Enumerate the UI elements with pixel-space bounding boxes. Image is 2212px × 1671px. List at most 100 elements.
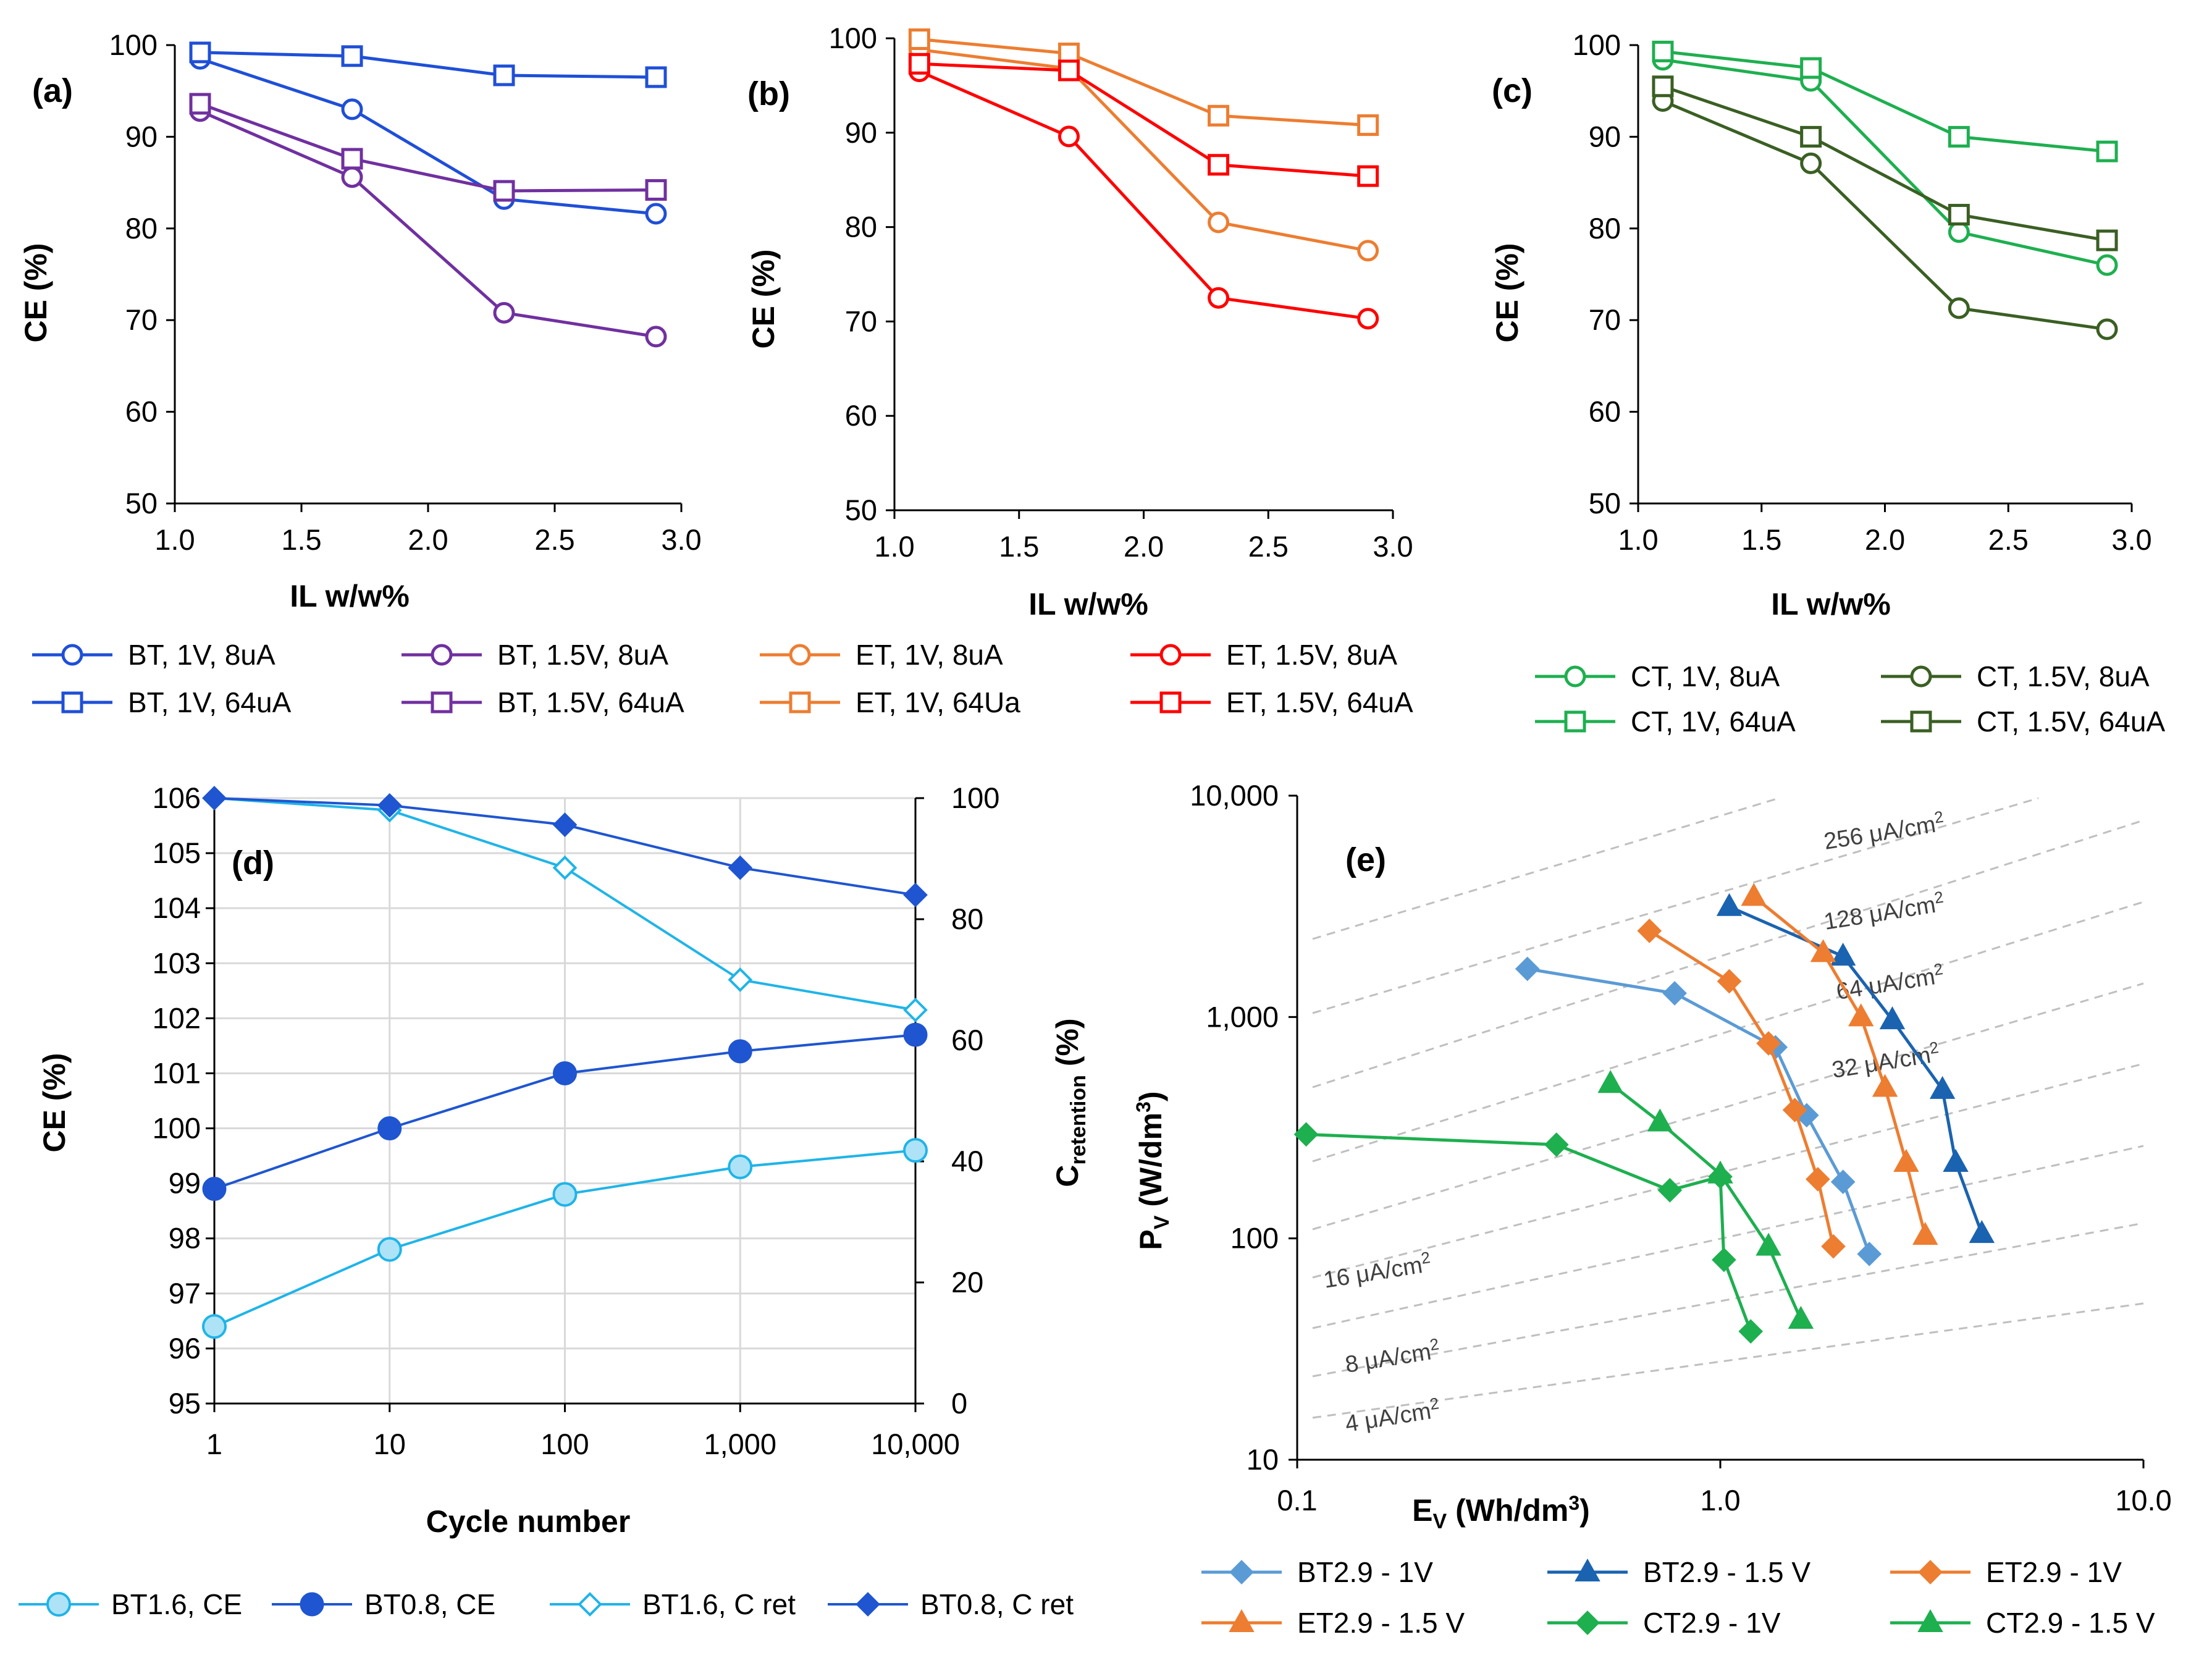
data-point <box>1741 883 1767 906</box>
x-tick-label: 2.5 <box>534 523 574 556</box>
y-tick-label: 100 <box>153 1112 201 1145</box>
y-tick-label: 70 <box>1589 303 1621 336</box>
data-point <box>645 203 667 225</box>
legend-marker <box>1910 710 1932 733</box>
series-et2-9-1-5-v <box>1741 883 1938 1245</box>
y-tick-label: 100 <box>951 781 999 814</box>
data-point <box>1893 1148 1919 1172</box>
data-point <box>1948 204 1970 226</box>
data-point <box>1208 154 1230 176</box>
data-point <box>1515 956 1540 982</box>
series-line <box>1306 1132 1752 1332</box>
legend-label: ET, 1.5V, 64uA <box>1226 686 1413 718</box>
x-tick-label: 2.0 <box>408 523 448 556</box>
data-point <box>908 53 930 75</box>
y-tick-label: 98 <box>169 1222 201 1255</box>
data-point <box>728 1154 753 1179</box>
panel-c-y-label: CE (%) <box>1490 243 1524 342</box>
y-tick-label: 100 <box>109 28 158 61</box>
series-line <box>919 70 1368 321</box>
panel-d-x-ticks: 1 10 100 1,000 10,000 <box>206 1404 960 1460</box>
y-tick-label: 96 <box>169 1332 201 1365</box>
series-bt0-8-c-ret <box>202 786 928 907</box>
data-point <box>189 41 211 64</box>
data-point <box>552 812 578 837</box>
x-tick-label: 1.0 <box>1700 1484 1740 1517</box>
legend-marker <box>1918 1560 1943 1585</box>
y-tick-label: 80 <box>125 212 158 245</box>
y-tick-label: 100 <box>1230 1222 1279 1255</box>
series-line <box>919 48 1369 253</box>
series-line <box>1662 85 2108 242</box>
x-tick-label: 1.5 <box>999 530 1039 563</box>
x-tick-label: 0.1 <box>1277 1484 1317 1517</box>
y-tick-label: 90 <box>845 116 877 149</box>
data-point <box>202 1314 227 1339</box>
data-point <box>1357 114 1379 137</box>
series-line <box>1662 49 2108 153</box>
legend-label: ET2.9 - 1.5 V <box>1297 1607 1465 1639</box>
panel-e-y-label: PV (W/dm3) <box>1132 1091 1174 1250</box>
panel-b-y-label: CE (%) <box>746 249 781 348</box>
legend-item-ct-1v-8ua: CT, 1V, 8uA <box>1535 660 1780 692</box>
panel-d-label: (d) <box>232 844 274 882</box>
series-line <box>1527 967 1871 1255</box>
legend-label: ET2.9 - 1V <box>1986 1556 2122 1588</box>
data-point <box>1208 104 1230 127</box>
legend-marker <box>431 644 453 666</box>
data-point <box>493 64 515 86</box>
y-tick-label: 20 <box>951 1266 983 1298</box>
legend-item-ct-1-5v-64ua: CT, 1.5V, 64uA <box>1881 705 2165 738</box>
panel-d-left-y-label: CE (%) <box>37 1053 72 1152</box>
data-point <box>341 45 363 67</box>
panel-b-x-ticks: 1.0 1.5 2.0 2.5 3.0 <box>874 510 1413 563</box>
panel-d-right-y-label: Cretention (%) <box>1050 1018 1090 1187</box>
current-density-line <box>1312 797 1780 940</box>
data-point <box>1788 1305 1814 1329</box>
data-point <box>493 301 515 324</box>
y-tick-label: 103 <box>153 946 201 979</box>
legend-item-bt0-8-ce: BT0.8, CE <box>272 1588 495 1620</box>
legend-item-et-1v-64ua: ET, 1V, 64Ua <box>760 686 1020 718</box>
panel-e-y-label-tail: (W/dm <box>1133 1113 1168 1216</box>
panel-b-y-ticks: 50 60 70 80 90 100 <box>829 22 894 526</box>
data-point <box>1800 152 1822 174</box>
series-line <box>200 109 657 339</box>
panel-e-x-label-tail: (Wh/dm <box>1447 1493 1568 1528</box>
data-point <box>1652 75 1674 98</box>
panel-a: 1.0 1.5 2.0 2.5 3.0 50 60 70 80 90 100 (a) CE (%)… <box>19 28 702 718</box>
x-tick-label: 3.0 <box>661 523 701 556</box>
data-point <box>2096 254 2118 276</box>
data-point <box>1662 981 1687 1006</box>
data-point <box>2096 140 2118 162</box>
legend-label: BT, 1.5V, 64uA <box>497 686 684 718</box>
y-tick-label: 102 <box>153 1001 201 1034</box>
panel-c-legend: CT, 1V, 8uA CT, 1.5V, 8uA CT, 1V, 64uA CT, … <box>1535 660 2165 738</box>
legend-label: BT, 1V, 8uA <box>128 639 275 671</box>
data-point <box>1782 1098 1807 1122</box>
data-point <box>493 180 515 202</box>
panel-a-x-label: IL w/w% <box>290 579 410 613</box>
data-point <box>2096 318 2118 340</box>
panel-b-label: (b) <box>747 75 790 112</box>
data-point <box>1857 1242 1882 1266</box>
legend-marker <box>856 1592 880 1617</box>
data-point <box>553 1061 577 1085</box>
x-tick-label: 1 <box>206 1428 222 1460</box>
data-point <box>377 793 402 818</box>
data-point <box>1872 1074 1898 1097</box>
legend-label: CT, 1.5V, 64uA <box>1977 705 2165 738</box>
panel-a-series <box>189 41 667 348</box>
data-point <box>1879 1006 1906 1030</box>
legend-label: BT2.9 - 1.5 V <box>1643 1556 1810 1588</box>
panel-e-x-label-end: ) <box>1579 1493 1590 1528</box>
x-tick-label: 10.0 <box>2115 1484 2171 1517</box>
data-point <box>903 1022 928 1047</box>
y-tick-label: 106 <box>153 781 201 814</box>
series-ct2-9-1v <box>1293 1122 1764 1344</box>
y-tick-label: 80 <box>1589 212 1621 245</box>
data-point <box>1969 1220 1995 1244</box>
data-point <box>1912 1222 1938 1245</box>
legend-item-bt0-8-c-ret: BT0.8, C ret <box>828 1588 1074 1620</box>
